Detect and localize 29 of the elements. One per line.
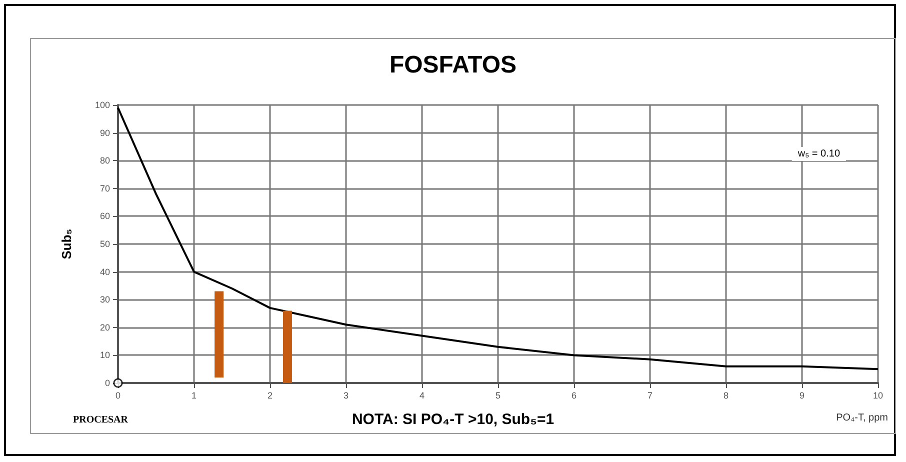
y-tick-label: 70 (100, 183, 110, 194)
x-tick-label: 7 (647, 390, 653, 400)
y-tick-label: 40 (100, 266, 110, 277)
line-series (117, 106, 879, 370)
x-tick-label: 1 (191, 390, 197, 400)
x-tick-label: 8 (723, 390, 729, 400)
x-tick-label: 0 (115, 390, 121, 400)
x-tick-label: 3 (343, 390, 349, 400)
annotation: w₅ = 0.10 (796, 148, 840, 160)
x-tick-label: 5 (495, 390, 501, 400)
y-tick-label: 80 (100, 156, 110, 166)
x-tick-label: 4 (419, 390, 425, 400)
y-tick-label: 30 (100, 294, 110, 305)
y-tick-label: 10 (100, 350, 110, 360)
x-tick-label: 2 (267, 390, 273, 400)
x-tick-label: 9 (799, 390, 805, 400)
y-tick-label: 90 (100, 128, 110, 138)
text: PROCESAR (73, 414, 129, 426)
y-tick-label: 20 (100, 322, 110, 332)
y-axis-title: Sub₅ (59, 228, 74, 260)
y-tick-label: 100 (94, 100, 110, 110)
y-tick-label: 0 (104, 378, 110, 388)
y-tick-label: 50 (100, 239, 110, 249)
text: NOTA: SI PO₄-T >10, Sub₅=1 (352, 411, 554, 428)
y-tick-label: 60 (100, 211, 110, 222)
x-tick-label: 6 (571, 390, 577, 400)
chart-title: FOSFATOS (389, 52, 517, 78)
x-axis-title: PO₄-T, ppm (836, 412, 888, 424)
x-tick-label: 10 (872, 390, 884, 400)
